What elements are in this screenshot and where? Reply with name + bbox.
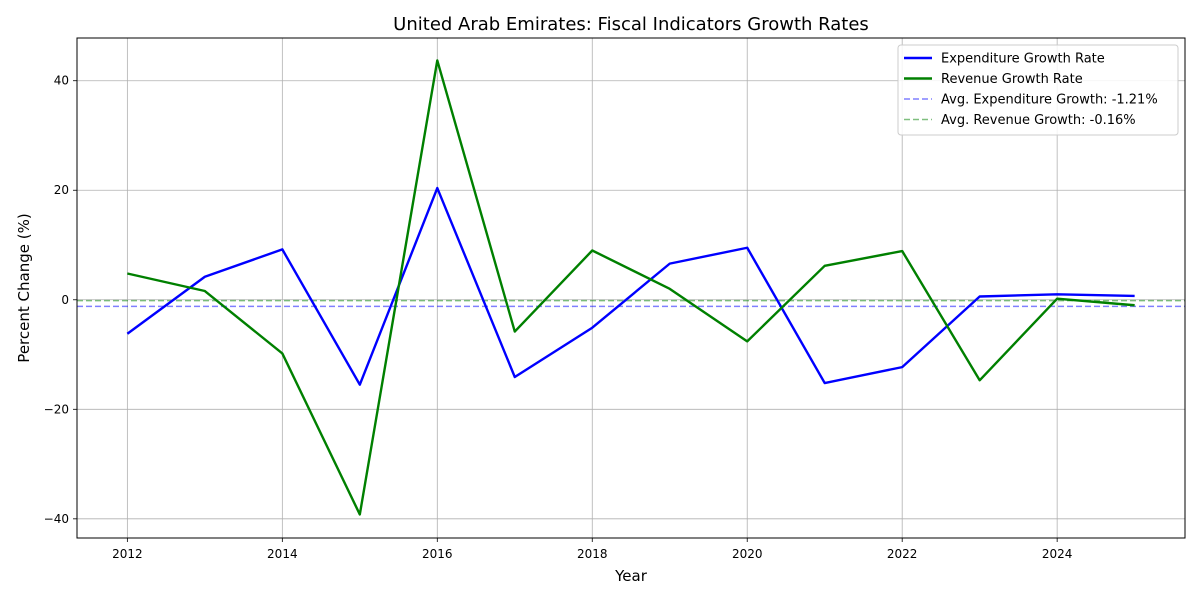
y-axis-ticks: −40 −20 0 20 40	[44, 74, 77, 526]
legend: Expenditure Growth Rate Revenue Growth Ra…	[897, 44, 1179, 136]
y-tick-label: 20	[54, 183, 69, 197]
x-axis-ticks: 2012 2014 2016 2018 2020 2022 2024	[112, 538, 1072, 561]
y-axis-label: Percent Change (%)	[15, 213, 33, 362]
plot-area-frame	[76, 37, 1186, 539]
expenditure-growth-line	[126, 186, 1135, 386]
legend-box	[897, 44, 1179, 136]
y-tick-label: 0	[61, 293, 69, 307]
legend-label: Revenue Growth Rate	[941, 72, 1083, 87]
y-tick-label: −20	[44, 402, 69, 416]
y-tick-label: −40	[44, 512, 69, 526]
y-tick-label: 40	[54, 74, 69, 88]
reference-lines	[77, 299, 1185, 308]
x-tick-label: 2012	[112, 547, 143, 561]
x-axis-label: Year	[614, 567, 648, 585]
series-lines	[126, 59, 1135, 516]
x-tick-label: 2014	[267, 547, 298, 561]
x-tick-label: 2018	[577, 547, 608, 561]
x-tick-label: 2024	[1042, 547, 1073, 561]
chart-title: United Arab Emirates: Fiscal Indicators …	[393, 14, 869, 35]
grid-lines	[77, 38, 1185, 538]
x-tick-label: 2016	[422, 547, 453, 561]
revenue-growth-line	[127, 59, 1135, 516]
legend-label: Avg. Revenue Growth: -0.16%	[941, 113, 1136, 128]
x-tick-label: 2020	[732, 547, 763, 561]
x-tick-label: 2022	[887, 547, 918, 561]
legend-label: Avg. Expenditure Growth: -1.21%	[941, 93, 1158, 108]
legend-label: Expenditure Growth Rate	[941, 52, 1105, 67]
